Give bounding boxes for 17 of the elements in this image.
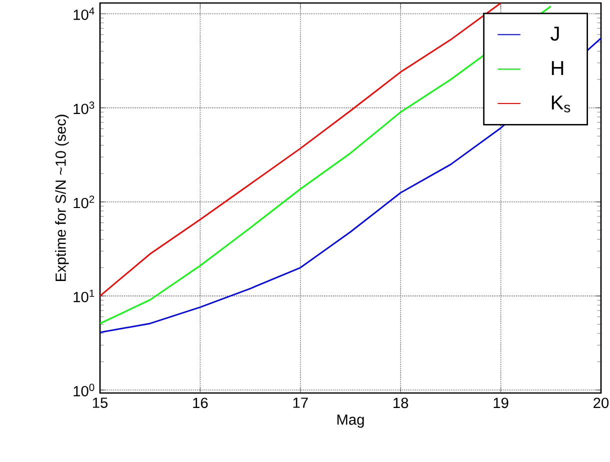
x-tick-label: 20: [594, 398, 609, 408]
x-tick-label: 16: [193, 398, 208, 408]
line-series: [100, 3, 502, 297]
x-tick-label: 19: [494, 398, 508, 408]
legend-label: K$_{s}$: [552, 96, 570, 112]
x-tick-label: 18: [394, 398, 408, 408]
y-axis-title: Exptime for S/N ~10 (sec): [55, 114, 69, 281]
y-tick-label: 10$^{0}$: [74, 384, 94, 396]
y-tick-label: 10$^{1}$: [74, 290, 94, 302]
x-tick-label: 15: [92, 398, 108, 408]
y-tick-label: 10$^{4}$: [74, 7, 94, 20]
x-axis-title: Mag: [337, 414, 364, 428]
y-tick-label: 10$^{3}$: [74, 101, 94, 114]
legend-label: J: [550, 26, 559, 41]
y-tick-label: 10$^{2}$: [74, 196, 94, 208]
x-tick-label: 17: [293, 398, 308, 408]
legend-label: H: [552, 61, 564, 75]
